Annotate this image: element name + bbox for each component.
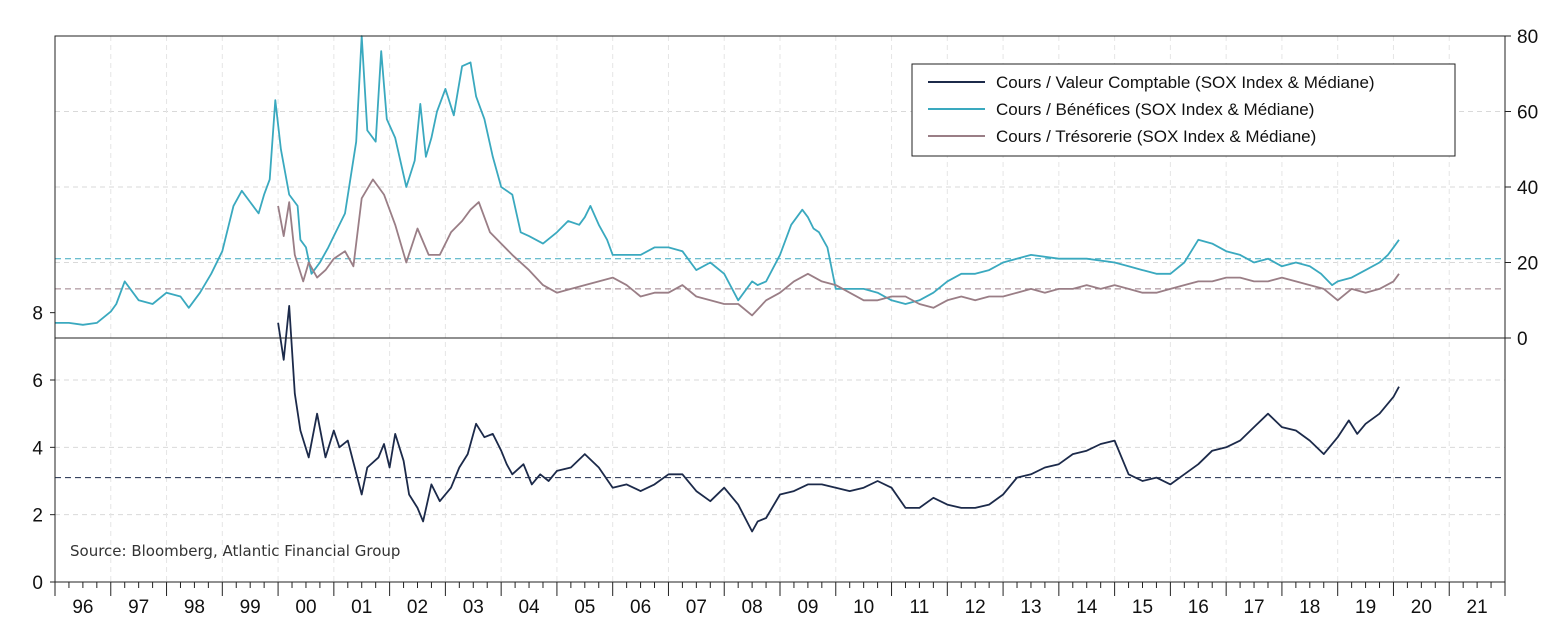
series-lines [55,35,1400,533]
upper-y-axis: 0 20 40 60 80 [1505,27,1538,350]
x-tick-label: 17 [1243,597,1264,618]
x-tick-label: 19 [1355,597,1376,618]
series-line [55,35,1400,326]
upper-y-tick-label: 40 [1517,178,1538,199]
x-tick-label: 99 [240,597,261,618]
series-line [277,178,1400,317]
lower-y-tick-label: 4 [32,438,43,459]
lower-y-tick-label: 0 [32,573,43,594]
x-tick-label: 16 [1188,597,1209,618]
x-tick-label: 13 [1020,597,1041,618]
x-tick-label: 10 [853,597,874,618]
source-label: Source: Bloomberg, Atlantic Financial Gr… [70,542,400,560]
x-tick-label: 06 [630,597,651,618]
x-tick-label: 03 [463,597,484,618]
lower-y-tick-label: 6 [32,371,43,392]
upper-y-tick-label: 0 [1517,329,1528,350]
legend-label: Cours / Bénéfices (SOX Index & Médiane) [996,100,1314,119]
legend-box [911,63,1456,157]
legend-label: Cours / Trésorerie (SOX Index & Médiane) [996,127,1316,146]
x-tick-label: 01 [351,597,372,618]
x-axis: 96 97 98 99 00 01 02 03 04 05 06 07 08 09 10 11 12 13 14 15… [54,582,1506,618]
x-tick-label: 21 [1467,597,1488,618]
lower-y-tick-label: 8 [32,304,43,325]
upper-y-tick-label: 20 [1517,254,1538,275]
x-tick-label: 20 [1411,597,1432,618]
x-tick-label: 04 [518,597,540,618]
x-tick-label: 09 [797,597,818,618]
upper-y-tick-label: 80 [1517,27,1538,48]
series-line [277,304,1400,533]
legend: Cours / Valeur Comptable (SOX Index & Mé… [911,63,1456,157]
lower-y-tick-label: 2 [32,506,43,527]
x-tick-label: 07 [686,597,707,618]
grid-lines [55,36,1505,582]
x-tick-label: 05 [574,597,595,618]
x-tick-label: 08 [742,597,763,618]
x-tick-label: 11 [910,597,930,618]
x-tick-label: 15 [1132,597,1153,618]
upper-y-tick-label: 60 [1517,103,1538,124]
legend-entries: Cours / Valeur Comptable (SOX Index & Mé… [928,73,1375,146]
legend-label: Cours / Valeur Comptable (SOX Index & Mé… [996,73,1375,92]
x-tick-label: 12 [965,597,986,618]
lower-y-axis: 0 2 4 6 8 [32,304,55,594]
x-tick-label: 00 [295,597,316,618]
x-tick-label: 98 [184,597,205,618]
x-tick-label: 18 [1299,597,1320,618]
x-tick-label: 02 [407,597,428,618]
x-tick-label: 14 [1076,597,1098,618]
x-tick-label: 96 [72,597,93,618]
x-tick-label: 97 [128,597,149,618]
